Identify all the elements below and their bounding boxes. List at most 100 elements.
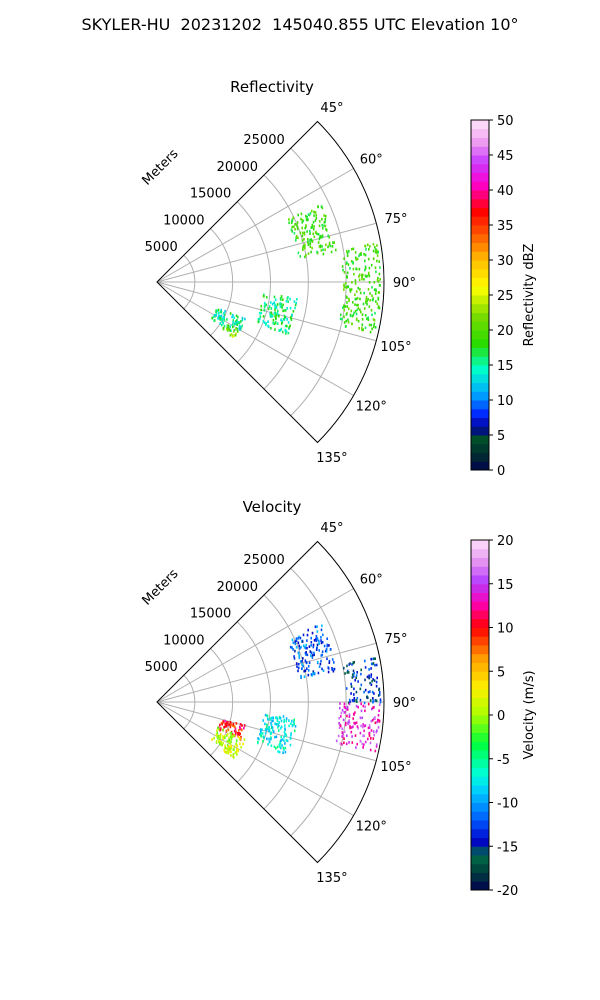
echo-cell bbox=[305, 253, 307, 257]
echo-cell bbox=[311, 209, 313, 213]
echo-cell bbox=[312, 672, 314, 675]
echo-cell bbox=[270, 744, 273, 747]
echo-cell bbox=[379, 278, 381, 281]
echo-cell bbox=[229, 747, 232, 751]
echo-cell bbox=[362, 725, 364, 729]
echo-cell bbox=[294, 642, 297, 646]
echo-cell bbox=[293, 657, 296, 660]
echo-cell bbox=[343, 304, 345, 308]
echo-cell bbox=[294, 649, 296, 653]
echo-cell bbox=[311, 656, 314, 659]
echo-cell bbox=[346, 714, 348, 718]
echo-cell bbox=[378, 691, 381, 694]
echo-cell bbox=[277, 750, 279, 753]
echo-cell bbox=[279, 745, 281, 748]
echo-cell bbox=[239, 732, 241, 736]
echo-cell bbox=[230, 333, 233, 336]
echo-cell bbox=[280, 303, 283, 306]
echo-cell bbox=[275, 314, 278, 317]
echo-cell bbox=[318, 245, 321, 248]
echo-cell bbox=[356, 308, 358, 312]
echo-cell bbox=[305, 214, 307, 218]
colorbar-segment bbox=[471, 198, 489, 208]
echo-region bbox=[218, 719, 246, 741]
echo-cell bbox=[372, 699, 375, 703]
echo-cell bbox=[223, 748, 225, 752]
echo-cell bbox=[300, 645, 302, 649]
echo-cell bbox=[236, 318, 238, 322]
echo-cell bbox=[315, 634, 318, 638]
echo-cell bbox=[354, 293, 356, 297]
echo-cell bbox=[271, 726, 274, 729]
echo-cell bbox=[363, 291, 365, 295]
echo-cell bbox=[338, 717, 340, 720]
echo-cell bbox=[346, 705, 349, 709]
echo-cell bbox=[378, 284, 381, 287]
colorbar-segment bbox=[471, 688, 489, 698]
echo-cell bbox=[375, 248, 377, 251]
echo-cell bbox=[231, 735, 234, 738]
echo-cell bbox=[262, 319, 265, 323]
echo-cell bbox=[284, 324, 287, 328]
echo-cell bbox=[354, 282, 357, 285]
echo-cell bbox=[222, 741, 224, 745]
echo-cell bbox=[218, 734, 220, 738]
echo-cell bbox=[361, 326, 363, 330]
echo-cell bbox=[233, 316, 235, 319]
echo-cell bbox=[359, 297, 361, 301]
echo-region bbox=[288, 205, 337, 259]
echo-cell bbox=[374, 749, 377, 753]
colorbar-label: Velocity (m/s) bbox=[522, 670, 537, 759]
echo-cell bbox=[364, 259, 366, 263]
echo-cell bbox=[320, 659, 322, 663]
echo-cell bbox=[346, 305, 349, 308]
echo-cell bbox=[327, 245, 329, 249]
echo-cell bbox=[344, 672, 346, 675]
echo-cell bbox=[374, 657, 376, 660]
echo-cell bbox=[267, 727, 269, 731]
echo-cell bbox=[364, 266, 367, 270]
colorbar-tick-label: 45 bbox=[497, 149, 514, 164]
colorbar-segment bbox=[471, 653, 489, 663]
echo-cell bbox=[239, 326, 242, 329]
echo-cell bbox=[353, 713, 355, 716]
echo-cell bbox=[341, 732, 344, 735]
echo-region bbox=[222, 324, 239, 338]
colorbar-segment bbox=[471, 181, 489, 191]
echo-cell bbox=[270, 315, 272, 318]
echo-cell bbox=[268, 728, 271, 731]
echo-cell bbox=[321, 217, 323, 221]
echo-cell bbox=[368, 323, 371, 327]
echo-cell bbox=[290, 722, 292, 725]
echo-region bbox=[335, 702, 381, 753]
colorbar-segment bbox=[471, 330, 489, 340]
echo-cell bbox=[280, 735, 282, 739]
echo-cell bbox=[367, 316, 369, 319]
echo-cell bbox=[377, 296, 380, 300]
echo-cell bbox=[220, 310, 223, 314]
echo-cell bbox=[315, 230, 317, 234]
colorbar-segment bbox=[471, 242, 489, 252]
echo-cell bbox=[303, 644, 305, 647]
radial-tick-label: 10000 bbox=[163, 213, 204, 228]
echo-cell bbox=[356, 697, 359, 700]
echo-cell bbox=[224, 719, 226, 723]
echo-cell bbox=[366, 696, 368, 699]
echo-cell bbox=[309, 238, 311, 242]
colorbar-tick-label: 5 bbox=[497, 429, 505, 444]
echo-cell bbox=[360, 724, 362, 728]
echo-cell bbox=[343, 666, 345, 670]
colorbar-label: Reflectivity dBZ bbox=[522, 244, 537, 347]
echo-cell bbox=[218, 314, 220, 318]
echo-cell bbox=[295, 239, 297, 242]
echo-cell bbox=[212, 315, 215, 319]
echo-cell bbox=[333, 667, 336, 671]
echo-cell bbox=[307, 665, 310, 668]
echo-cell bbox=[295, 646, 298, 649]
echo-cell bbox=[359, 288, 361, 291]
echo-cell bbox=[309, 212, 312, 215]
echo-cell bbox=[226, 721, 228, 724]
echo-cell bbox=[291, 646, 293, 649]
echo-cell bbox=[219, 734, 222, 738]
echo-cell bbox=[272, 318, 275, 322]
